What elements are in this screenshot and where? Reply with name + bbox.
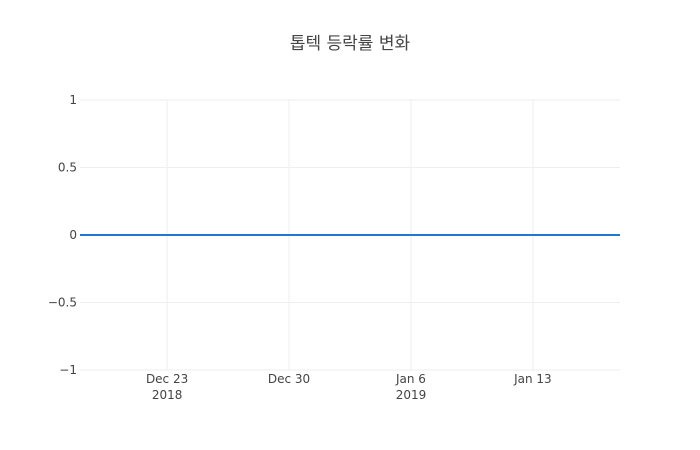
x-tick-label: Jan 13 bbox=[513, 372, 552, 386]
x-tick-label: Jan 6 bbox=[395, 372, 426, 386]
chart-title: 톱텍 등락률 변화 bbox=[290, 34, 411, 54]
y-tick-label: −1 bbox=[59, 363, 77, 377]
y-tick-label: 0 bbox=[69, 228, 77, 242]
axis-layer: 1 0.5 0 −0.5 −1 Dec 23 2018 Dec 30 Jan 6 2019 Jan … bbox=[48, 93, 552, 402]
y-tick-label: −0.5 bbox=[48, 296, 77, 310]
x-tick-label: Dec 30 bbox=[268, 372, 310, 386]
x-tick-year-label: 2018 bbox=[152, 388, 183, 402]
x-tick-year-label: 2019 bbox=[396, 388, 427, 402]
y-tick-label: 1 bbox=[69, 93, 77, 107]
x-tick-label: Dec 23 bbox=[146, 372, 188, 386]
y-tick-label: 0.5 bbox=[58, 161, 77, 175]
